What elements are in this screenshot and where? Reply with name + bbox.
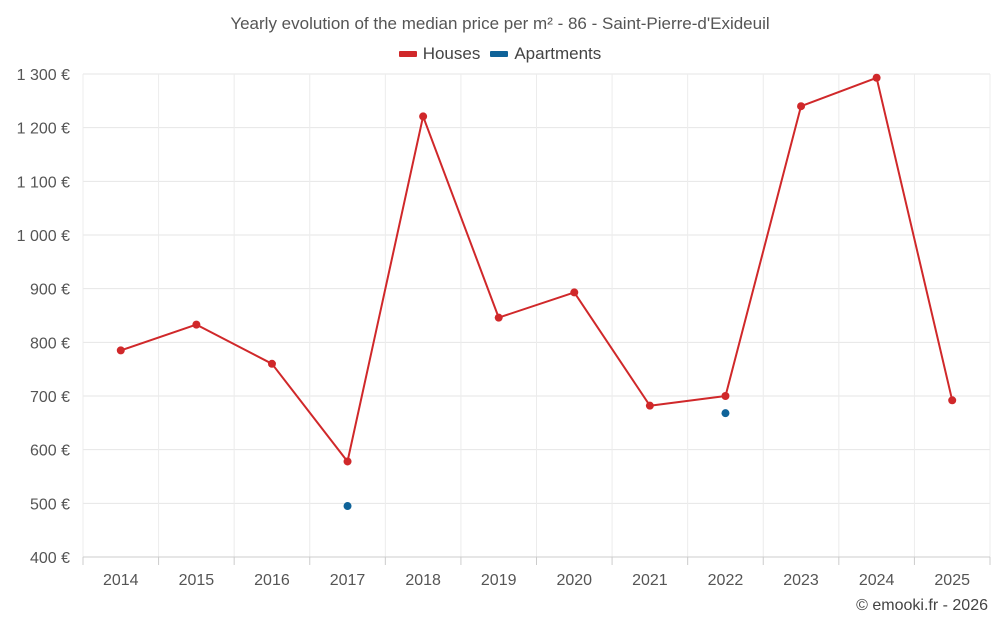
x-tick-label: 2024 (859, 572, 895, 589)
data-point-apartments (721, 409, 730, 418)
x-tick-label: 2016 (254, 572, 290, 589)
y-tick-label: 1 100 € (17, 174, 70, 191)
data-point-houses (645, 401, 654, 410)
x-tick-label: 2023 (783, 572, 819, 589)
chart-legend: Houses Apartments (0, 44, 1000, 64)
x-tick-label: 2020 (556, 572, 592, 589)
data-point-houses (267, 359, 276, 368)
y-tick-label: 800 € (30, 335, 70, 352)
data-point-houses (116, 346, 125, 355)
legend-item-apartments[interactable]: Apartments (490, 44, 601, 64)
data-point-houses (948, 396, 957, 405)
y-tick-label: 1 000 € (17, 228, 70, 245)
legend-swatch-apartments (490, 51, 509, 57)
data-point-houses (343, 457, 352, 466)
y-tick-label: 900 € (30, 282, 70, 299)
data-point-houses (872, 73, 881, 82)
x-tick-label: 2019 (481, 572, 517, 589)
x-tick-label: 2017 (330, 572, 366, 589)
legend-label-houses: Houses (422, 44, 481, 63)
y-tick-label: 1 200 € (17, 121, 70, 138)
x-tick-label: 2025 (934, 572, 970, 589)
data-point-houses (192, 320, 201, 329)
y-tick-label: 1 300 € (17, 67, 70, 84)
data-point-houses (570, 288, 579, 297)
x-tick-label: 2014 (103, 572, 139, 589)
data-point-houses (419, 112, 428, 121)
data-point-houses (797, 102, 806, 111)
x-tick-label: 2022 (708, 572, 744, 589)
data-point-houses (721, 392, 730, 400)
legend-item-houses[interactable]: Houses (398, 44, 481, 64)
y-tick-label: 400 € (30, 550, 70, 567)
x-tick-label: 2015 (179, 572, 215, 589)
data-point-houses (494, 313, 503, 322)
y-tick-label: 500 € (30, 496, 70, 513)
legend-swatch-houses (398, 51, 417, 57)
legend-label-apartments: Apartments (514, 44, 602, 63)
x-tick-label: 2021 (632, 572, 668, 589)
series-line-houses (120, 76, 954, 463)
data-point-apartments (343, 502, 352, 511)
y-tick-label: 600 € (30, 443, 70, 460)
x-tick-label: 2018 (405, 572, 441, 589)
credits-text[interactable]: © emooki.fr - 2026 (856, 597, 988, 614)
y-tick-label: 700 € (30, 389, 70, 406)
chart-title: Yearly evolution of the median price per… (230, 14, 770, 33)
